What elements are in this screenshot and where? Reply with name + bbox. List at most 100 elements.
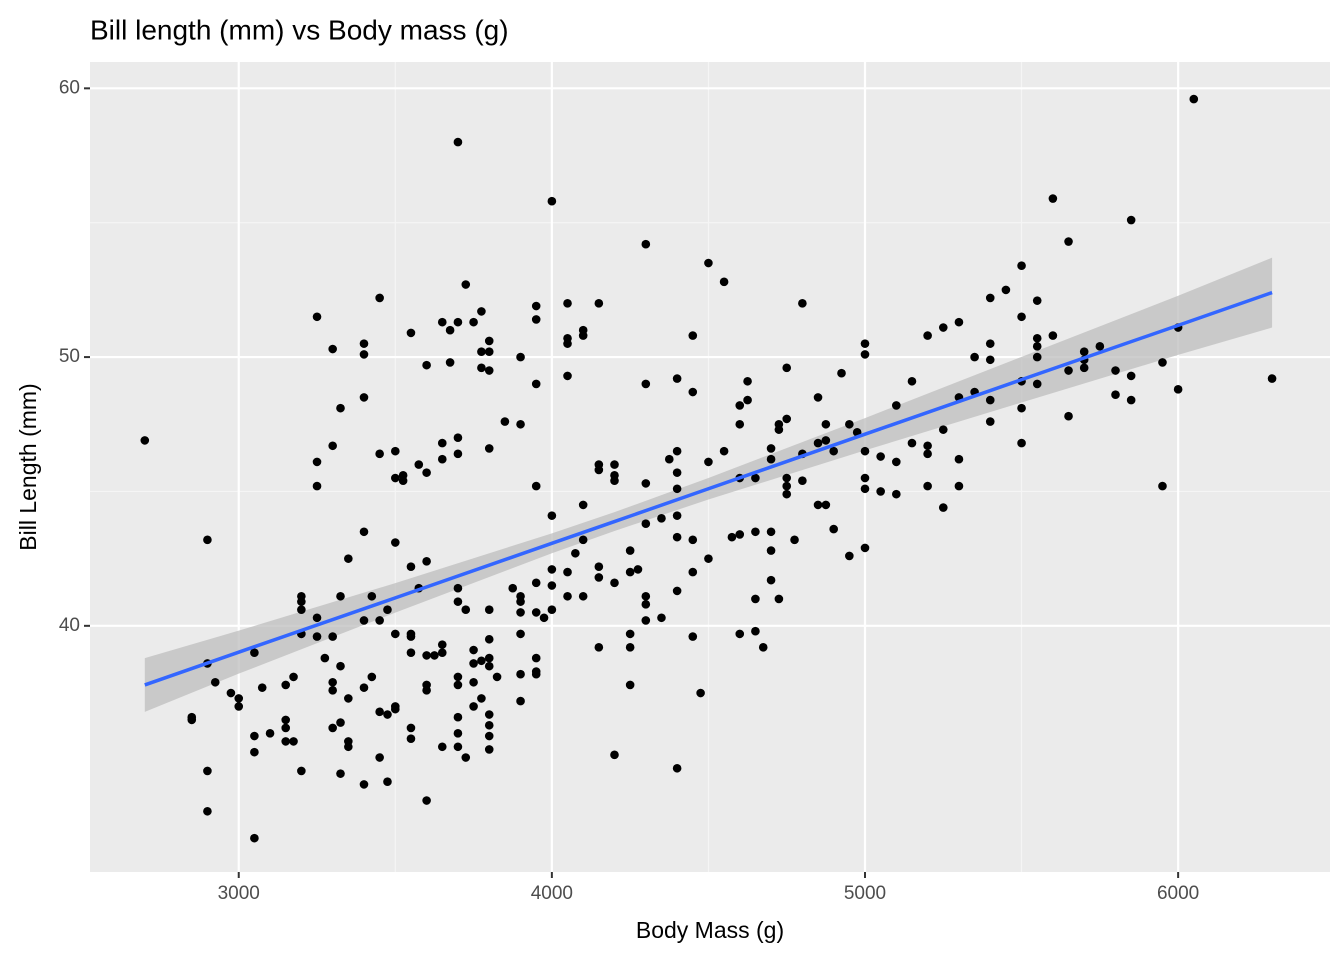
point (250, 648, 259, 658)
point (359, 616, 369, 625)
point (610, 476, 619, 486)
y-tick-label: 40 (59, 615, 80, 636)
point (312, 457, 322, 467)
point (484, 605, 494, 615)
point (508, 583, 518, 593)
point (813, 438, 823, 448)
point (312, 613, 322, 623)
point (281, 723, 291, 733)
point (484, 731, 494, 741)
point (563, 567, 572, 577)
point (578, 591, 588, 601)
point (406, 734, 416, 744)
point (594, 573, 604, 582)
point (563, 299, 572, 308)
point (516, 419, 525, 429)
point (484, 720, 494, 730)
point (422, 686, 431, 695)
point (1017, 312, 1026, 322)
point (664, 454, 674, 464)
point (336, 718, 345, 727)
point (719, 446, 729, 456)
point (328, 441, 337, 451)
point (461, 280, 471, 289)
point (477, 694, 486, 703)
trend-layer (144, 290, 1273, 687)
point (743, 376, 752, 386)
point (437, 454, 447, 464)
point (422, 468, 431, 477)
point (727, 532, 737, 542)
point (672, 446, 682, 456)
point (704, 258, 713, 268)
point (375, 753, 384, 762)
point (539, 613, 549, 623)
point (398, 476, 408, 486)
point (672, 484, 682, 494)
point (516, 608, 525, 617)
point (735, 629, 745, 639)
point (265, 729, 275, 738)
point (344, 694, 353, 703)
point (751, 527, 760, 537)
point (312, 632, 322, 641)
point (484, 336, 494, 346)
point (437, 648, 447, 658)
point (821, 500, 831, 510)
point (359, 339, 369, 348)
point (860, 339, 870, 348)
point (281, 715, 291, 725)
point (672, 511, 682, 520)
point (187, 715, 197, 725)
point (821, 419, 831, 429)
point (469, 677, 478, 687)
point (1064, 411, 1073, 421)
point (328, 632, 337, 641)
point (985, 355, 995, 365)
point (1126, 395, 1136, 405)
point (257, 683, 267, 692)
point (766, 454, 776, 464)
point (782, 473, 792, 483)
point (484, 653, 494, 663)
point (477, 363, 486, 373)
point (766, 546, 776, 555)
point (140, 436, 150, 445)
point (1079, 363, 1089, 373)
point (1001, 285, 1011, 295)
x-tick-label: 5000 (844, 883, 886, 904)
point (234, 702, 244, 711)
point (892, 489, 901, 499)
point (477, 307, 486, 316)
x-tick-label: 4000 (531, 883, 573, 904)
point (484, 710, 494, 719)
point (1032, 342, 1042, 351)
point (484, 745, 494, 754)
y-tick-label: 50 (59, 346, 80, 367)
point (1017, 261, 1026, 271)
point (798, 299, 807, 308)
point (1189, 94, 1199, 104)
point (461, 605, 471, 615)
point (892, 401, 901, 410)
point (1017, 438, 1026, 448)
point (359, 683, 369, 692)
point (484, 366, 494, 375)
point (484, 634, 494, 644)
point (766, 575, 776, 585)
point (938, 425, 948, 434)
point (469, 645, 478, 655)
point (938, 503, 948, 512)
point (1111, 390, 1120, 400)
point (1032, 333, 1042, 343)
point (297, 597, 306, 606)
chart-title: Bill length (mm) vs Body mass (g) (90, 14, 509, 45)
point (289, 737, 298, 746)
point (430, 651, 439, 660)
point (250, 833, 259, 843)
point (437, 317, 447, 327)
point (531, 653, 541, 663)
point (985, 395, 995, 405)
